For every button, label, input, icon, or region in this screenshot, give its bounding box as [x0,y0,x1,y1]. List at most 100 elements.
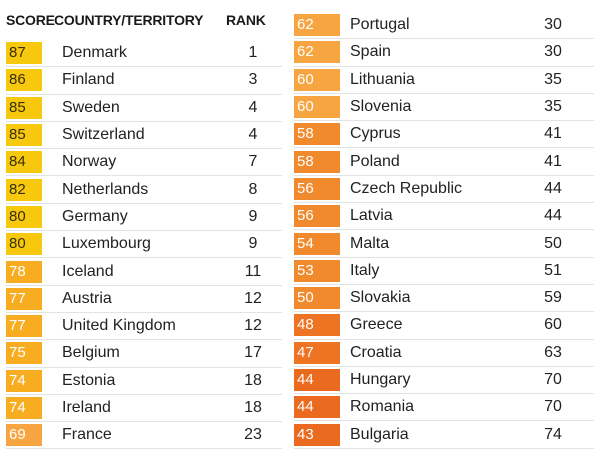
country-name: Finland [62,71,115,89]
rank-value: 7 [248,153,258,171]
country-name: Poland [350,152,400,170]
country-name: Romania [350,398,415,416]
rank-value: 18 [244,399,262,416]
country-name: Norway [62,153,117,171]
country-name: France [62,426,112,444]
score-badge: 85 [6,124,42,147]
table-row: 80 Luxembourg 9 [6,231,282,259]
table-row: 56 Czech Republic 44 [294,176,594,204]
table-row: 44 Romania 70 [294,394,594,422]
score-badge: 74 [6,369,42,392]
rank-value: 70 [544,398,562,416]
country-name: Malta [350,234,390,252]
country-name: Latvia [350,207,393,225]
country-name: Spain [350,43,391,61]
table-row: 43 Bulgaria 74 [294,421,594,449]
score-badge: 58 [294,123,340,146]
country-name: Belgium [62,344,120,362]
rank-value: 1 [248,44,258,62]
table-row: 87 Denmark 1 [6,40,282,68]
score-badge: 48 [294,314,340,337]
country-name: Germany [62,207,128,225]
table-row: 74 Estonia 18 [6,368,282,395]
rank-value: 59 [544,289,562,307]
table-row: 56 Latvia 44 [294,203,594,231]
table-row: 44 Hungary 70 [294,367,594,395]
country-name: Greece [350,316,403,334]
country-name: Cyprus [350,125,401,143]
table-row: 50 Slovakia 59 [294,285,594,313]
table-row: 75 Belgium 17 [6,340,282,368]
table-row: 77 United Kingdom 12 [6,313,282,341]
rank-value: 51 [544,261,562,279]
country-name: Bulgaria [350,425,409,443]
rank-value: 9 [248,235,258,253]
score-badge: 44 [294,396,340,419]
country-name: Austria [62,289,112,307]
rank-value: 30 [544,43,562,61]
table-row: 69 France 23 [6,422,282,450]
rank-value: 44 [544,179,562,197]
score-badge: 44 [294,369,340,391]
score-column-header: SCORE [6,12,55,28]
table-row: 58 Poland 41 [294,148,594,176]
table-row: 85 Sweden 4 [6,95,282,122]
table-row: 82 Netherlands 8 [6,176,282,204]
score-badge: 74 [6,397,42,419]
country-name: Sweden [62,98,120,116]
score-badge: 56 [294,205,340,228]
score-badge: 80 [6,233,42,256]
table-row: 84 Norway 7 [6,149,282,177]
rank-value: 70 [544,371,562,388]
score-badge: 54 [294,232,340,255]
country-name: Estonia [62,371,116,389]
score-badge: 85 [6,96,42,119]
country-name: Lithuania [350,70,415,88]
score-badge: 75 [6,342,42,365]
table-row: 86 Finland 3 [6,67,282,95]
country-column-header: COUNTRY/TERRITORY [54,12,204,28]
rank-value: 3 [248,71,258,89]
table-row: 85 Switzerland 4 [6,122,282,150]
rank-value: 4 [248,98,258,116]
right-rows: 62 Portugal 30 62 Spain 30 60 Lithuania 35 60 Slov… [294,12,594,449]
rank-value: 30 [544,16,562,34]
rank-value: 44 [544,207,562,225]
table-row: 48 Greece 60 [294,312,594,340]
rank-value: 63 [544,343,562,361]
score-badge: 43 [294,423,340,446]
table-row: 62 Portugal 30 [294,12,594,40]
score-badge: 60 [294,68,340,91]
rank-value: 17 [244,344,262,362]
score-badge: 86 [6,69,42,92]
score-badge: 77 [6,315,42,338]
rank-value: 18 [244,371,262,389]
score-badge: 60 [294,96,340,119]
rank-value: 41 [544,152,562,170]
table-row: 47 Croatia 63 [294,340,594,367]
country-name: Italy [350,261,380,279]
country-name: Slovenia [350,98,412,116]
score-badge: 56 [294,177,340,200]
country-name: Ireland [62,399,111,416]
country-name: Luxembourg [62,235,151,253]
score-table-right: 62 Portugal 30 62 Spain 30 60 Lithuania 35 60 Slov… [294,12,594,449]
rank-value: 41 [544,125,562,143]
table-row: 53 Italy 51 [294,258,594,285]
rank-value: 12 [244,289,262,307]
score-badge: 84 [6,151,42,174]
country-name: Iceland [62,262,114,280]
rank-value: 35 [544,98,562,116]
country-name: Netherlands [62,180,149,198]
rank-value: 35 [544,70,562,88]
table-row: 77 Austria 12 [6,286,282,313]
country-name: Slovakia [350,289,411,307]
score-badge: 62 [294,14,340,37]
table-row: 60 Slovenia 35 [294,94,594,122]
score-badge: 78 [6,260,42,283]
score-badge: 80 [6,205,42,228]
score-badge: 62 [294,41,340,64]
score-badge: 69 [6,424,42,447]
country-name: United Kingdom [62,317,176,335]
score-badge: 53 [294,259,340,282]
